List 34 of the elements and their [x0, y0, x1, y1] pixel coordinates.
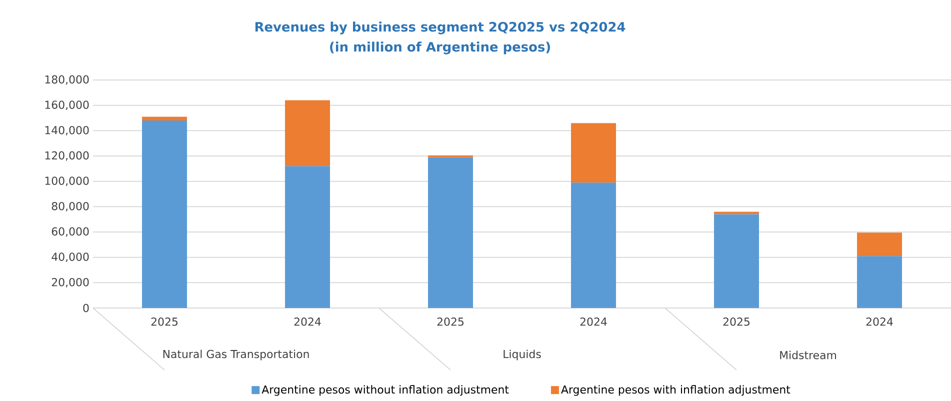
bar [857, 232, 902, 256]
y-tick-label: 80,000 [52, 202, 89, 212]
text: Natural Gas Transportation [163, 350, 309, 360]
x-tick-label: 2025 [151, 318, 178, 326]
bar [285, 100, 330, 166]
y-tick-label: 180,000 [45, 75, 89, 85]
legend-label: Argentine pesos with inflation adjustment [561, 385, 790, 396]
x-tick-label: 2024 [580, 318, 607, 326]
bar [428, 157, 473, 308]
chart-subtitle: (in million of Argentine pesos) [330, 42, 550, 54]
y-tick-label: 40,000 [52, 252, 89, 262]
y-tick-label: 20,000 [52, 278, 89, 288]
y-tick-label: 120,000 [45, 151, 89, 161]
y-tick-label: 160,000 [45, 100, 89, 110]
text: Liquids [504, 350, 541, 360]
bar [571, 182, 616, 308]
legend-label: Argentine pesos without inflation adjustment [262, 385, 509, 396]
y-tick-label: 0 [83, 304, 89, 312]
text: Midstream [780, 350, 836, 360]
x-tick-label: 2024 [294, 318, 321, 326]
bar [714, 214, 759, 308]
y-tick-label: 140,000 [45, 126, 89, 136]
bar [714, 212, 759, 214]
x-tick-label: 2025 [437, 318, 464, 326]
bar [857, 256, 902, 308]
bar [142, 120, 187, 308]
y-tick-label: 100,000 [45, 176, 89, 186]
x-tick-label: 2025 [723, 318, 750, 326]
chart-title: Revenues by business segment 2Q2025 vs 2Q2024 [255, 22, 626, 34]
y-tick-label: 60,000 [52, 227, 89, 237]
x-tick-label: 2024 [866, 318, 893, 326]
bar [571, 123, 616, 183]
bar [285, 166, 330, 308]
bar [142, 116, 187, 121]
